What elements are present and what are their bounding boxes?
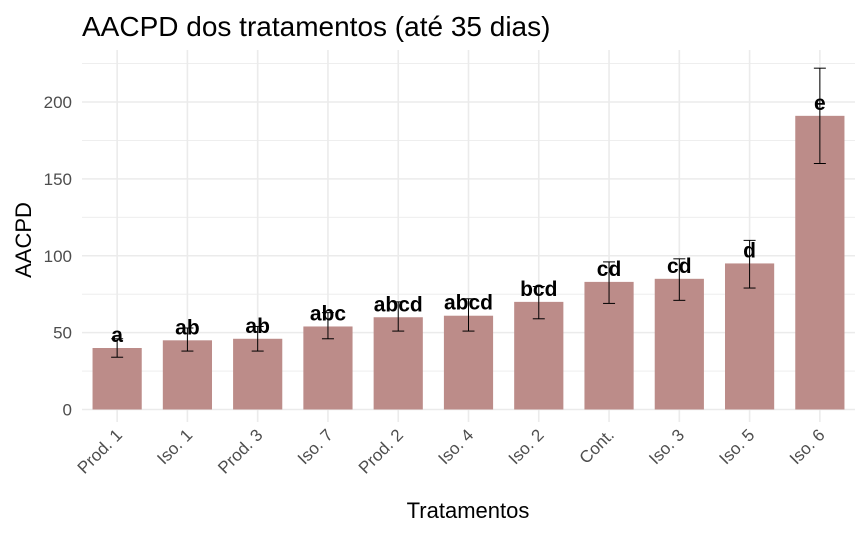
error-bar <box>111 338 124 358</box>
x-axis-title: Tratamentos <box>407 498 530 523</box>
group-label: d <box>743 239 756 262</box>
bars <box>92 115 845 410</box>
y-axis-ticks: 0 50 100 150 200 <box>44 93 72 420</box>
x-tick-label: Prod. 1 <box>74 425 126 477</box>
error-bar <box>603 261 616 304</box>
error-bars <box>111 67 826 358</box>
group-label: cd <box>667 255 692 278</box>
bar <box>303 326 353 410</box>
y-tick-label: 50 <box>53 324 72 343</box>
error-bar <box>392 301 405 332</box>
x-tick-label: Iso. 6 <box>786 425 829 468</box>
error-bar <box>251 325 264 352</box>
group-label: a <box>111 324 123 347</box>
y-axis-title: AACPD <box>11 202 36 278</box>
y-tick-label: 150 <box>44 170 72 189</box>
group-label: bcd <box>520 278 557 301</box>
bar <box>92 348 142 410</box>
x-tick-label: Iso. 1 <box>153 425 196 468</box>
error-bar <box>532 286 545 320</box>
group-labels: a ab ab abc abcd abcd bcd cd cd d e <box>111 92 825 347</box>
y-tick-label: 200 <box>44 93 72 112</box>
y-tick-label: 0 <box>63 401 72 420</box>
error-bar <box>813 67 826 164</box>
group-label: ab <box>175 316 200 339</box>
y-tick-label: 100 <box>44 247 72 266</box>
error-bar <box>462 298 475 332</box>
bar <box>162 340 213 410</box>
bar <box>373 317 423 410</box>
error-bar <box>321 312 334 340</box>
chart-title: AACPD dos tratamentos (até 35 dias) <box>82 11 550 42</box>
x-tick-label: Prod. 3 <box>214 425 266 477</box>
x-axis-ticks: Prod. 1 Iso. 1 Prod. 3 Iso. 7 Prod. 2 Iso. 4 I… <box>74 425 829 477</box>
x-tick-label: Iso. 2 <box>505 425 548 468</box>
x-tick-label: Iso. 4 <box>434 425 477 468</box>
error-bar <box>181 327 194 352</box>
group-label: abcd <box>374 293 423 316</box>
group-label: abc <box>310 302 347 325</box>
x-tick-label: Prod. 2 <box>355 425 407 477</box>
group-label: cd <box>597 258 622 281</box>
bar <box>795 115 845 410</box>
group-label: ab <box>245 315 270 338</box>
group-label: abcd <box>444 292 493 315</box>
bar <box>514 301 564 410</box>
x-tick-label: Iso. 7 <box>294 425 337 468</box>
error-bar <box>743 239 756 289</box>
x-tick-label: Iso. 5 <box>716 425 759 468</box>
x-tick-label: Cont. <box>576 425 618 467</box>
error-bar <box>673 258 686 301</box>
x-tick-label: Iso. 3 <box>645 425 688 468</box>
group-label: e <box>814 92 826 115</box>
